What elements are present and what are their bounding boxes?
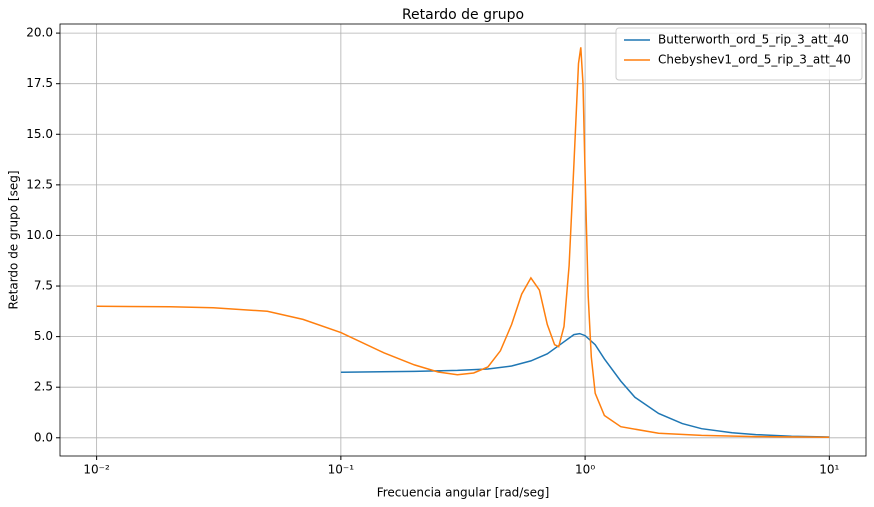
y-tick-label: 15.0 — [26, 127, 53, 141]
x-tick-label: 10⁰ — [575, 463, 595, 477]
plot-frame — [59, 23, 867, 457]
y-tick-label: 2.5 — [34, 380, 53, 394]
x-tick-label: 10⁻² — [83, 463, 110, 477]
y-tick-label: 17.5 — [26, 76, 53, 90]
x-tick-label: 10⁻¹ — [328, 463, 355, 477]
x-tick-label: 10¹ — [819, 463, 839, 477]
y-tick-label: 7.5 — [34, 279, 53, 293]
y-tick-label: 5.0 — [34, 329, 53, 343]
y-tick-label: 0.0 — [34, 430, 53, 444]
x-axis-label: Frecuencia angular [rad/seg] — [377, 486, 550, 500]
legend-box — [615, 27, 863, 81]
legend-label: Butterworth_ord_5_rip_3_att_40 — [658, 33, 849, 47]
legend-label: Chebyshev1_ord_5_rip_3_att_40 — [658, 53, 851, 67]
series-line — [96, 47, 830, 438]
y-tick-label: 12.5 — [26, 177, 53, 191]
y-axis-label: Retardo de grupo [seg] — [7, 170, 21, 309]
chart-title: Retardo de grupo — [402, 7, 524, 23]
y-tick-label: 10.0 — [26, 228, 53, 242]
y-tick-label: 20.0 — [26, 26, 53, 40]
